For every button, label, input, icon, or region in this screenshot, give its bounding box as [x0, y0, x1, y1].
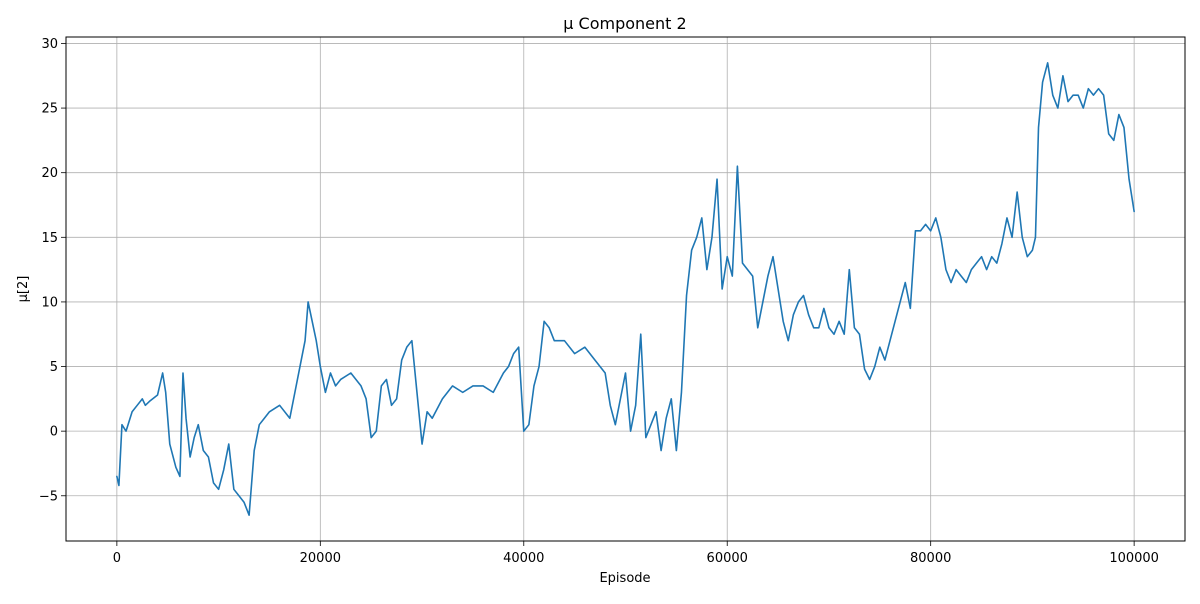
- y-axis-ticks: −5 0 5 10 15 20 25 30: [39, 37, 66, 504]
- y-tick-label: 10: [41, 295, 58, 310]
- x-tick-label: 40000: [503, 551, 544, 566]
- y-tick-label: 30: [41, 37, 58, 52]
- y-tick-label: 20: [41, 166, 58, 181]
- y-tick-label: 25: [41, 102, 58, 117]
- y-tick-label: −5: [39, 489, 58, 504]
- x-tick-label: 60000: [707, 551, 748, 566]
- series-line-0: [116, 62, 1135, 516]
- y-tick-label: 5: [50, 360, 58, 375]
- x-axis-label: Episode: [599, 571, 650, 586]
- x-tick-label: 20000: [300, 551, 341, 566]
- y-tick-label: 15: [41, 231, 58, 246]
- x-tick-label: 0: [113, 551, 121, 566]
- series-layer: [116, 62, 1135, 516]
- x-axis-ticks: 0 20000 40000 60000 80000 100000: [113, 541, 1159, 566]
- y-tick-label: 0: [50, 425, 58, 440]
- chart-title: μ Component 2: [563, 14, 686, 33]
- grid: [66, 37, 1185, 541]
- x-tick-label: 80000: [910, 551, 951, 566]
- x-tick-label: 100000: [1109, 551, 1159, 566]
- y-axis-label: μ[2]: [16, 276, 31, 303]
- plot-frame: [65, 36, 1186, 542]
